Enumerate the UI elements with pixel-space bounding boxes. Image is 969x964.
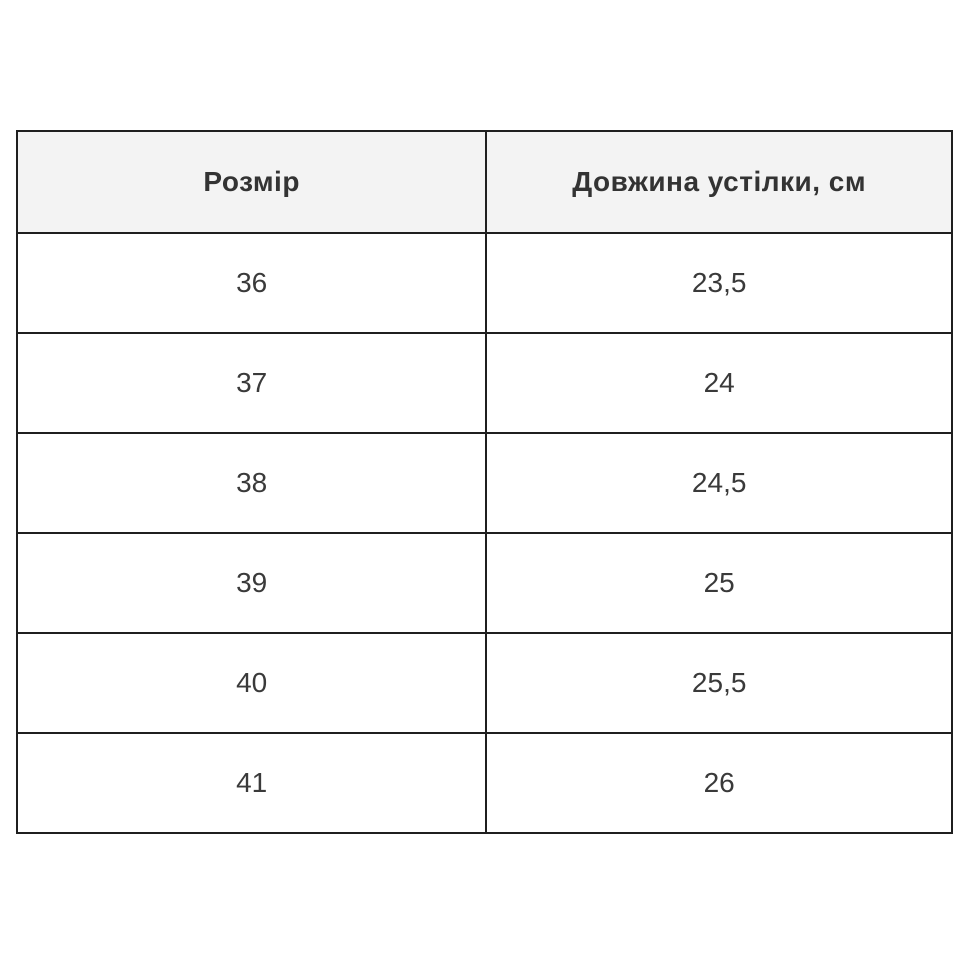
length-cell: 26 xyxy=(485,732,953,834)
size-chart-table: Розмір Довжина устілки, см 36 23,5 37 24… xyxy=(15,130,953,834)
length-cell: 25 xyxy=(485,532,953,634)
table-row: 38 24,5 xyxy=(15,432,953,534)
table-header-row: Розмір Довжина устілки, см xyxy=(15,130,953,234)
size-cell: 40 xyxy=(15,632,488,734)
length-cell: 24,5 xyxy=(485,432,953,534)
size-cell: 39 xyxy=(15,532,488,634)
size-cell: 38 xyxy=(15,432,488,534)
size-cell: 37 xyxy=(15,332,488,434)
header-size: Розмір xyxy=(15,130,488,234)
table-row: 40 25,5 xyxy=(15,632,953,734)
length-cell: 24 xyxy=(485,332,953,434)
table-row: 39 25 xyxy=(15,532,953,634)
table-row: 36 23,5 xyxy=(15,232,953,334)
size-cell: 41 xyxy=(15,732,488,834)
length-cell: 25,5 xyxy=(485,632,953,734)
table-row: 41 26 xyxy=(15,732,953,834)
size-cell: 36 xyxy=(15,232,488,334)
length-cell: 23,5 xyxy=(485,232,953,334)
table-row: 37 24 xyxy=(15,332,953,434)
header-insole-length: Довжина устілки, см xyxy=(485,130,953,234)
